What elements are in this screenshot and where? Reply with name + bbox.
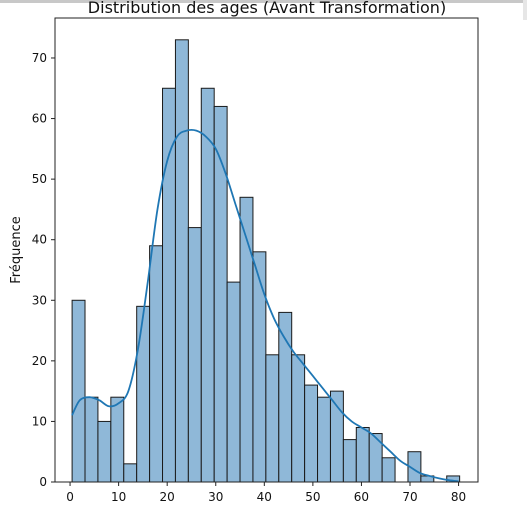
histogram-bar bbox=[342, 439, 357, 483]
x-tick-label: 20 bbox=[160, 490, 175, 504]
y-tick-label: 40 bbox=[32, 233, 47, 247]
y-tick-label: 10 bbox=[32, 414, 47, 428]
histogram-bar bbox=[213, 105, 228, 483]
x-tick-label: 30 bbox=[208, 490, 223, 504]
x-tick-label: 80 bbox=[451, 490, 466, 504]
x-tick-label: 70 bbox=[402, 490, 417, 504]
y-tick-label: 50 bbox=[32, 172, 47, 186]
y-tick-label: 0 bbox=[39, 475, 47, 489]
window-top-edge bbox=[0, 0, 527, 3]
histogram-bar bbox=[265, 354, 280, 483]
kde-line bbox=[71, 129, 459, 483]
histogram-bar bbox=[291, 354, 306, 483]
y-tick-label: 30 bbox=[32, 293, 47, 307]
kde-group bbox=[71, 129, 459, 483]
histogram-bar bbox=[110, 396, 125, 483]
y-tick-label: 60 bbox=[32, 112, 47, 126]
histogram-bar bbox=[355, 426, 370, 483]
histogram-bar bbox=[97, 420, 112, 483]
ticks-group: 0 10 20 30 40 50 60 70 80 0 10 20 30 40 50 60 70 bbox=[32, 51, 466, 504]
histogram-bar bbox=[149, 245, 164, 483]
histogram-bar bbox=[136, 305, 151, 483]
x-tick-label: 60 bbox=[354, 490, 369, 504]
histogram-bar bbox=[252, 251, 267, 483]
y-tick-label: 20 bbox=[32, 354, 47, 368]
y-tick-label: 70 bbox=[32, 51, 47, 65]
plot-frame bbox=[54, 17, 479, 483]
window-corner bbox=[523, 0, 527, 20]
x-tick-label: 0 bbox=[66, 490, 74, 504]
chart-title: Distribution des ages (Avant Transformat… bbox=[88, 0, 446, 17]
y-axis-label: Fréquence bbox=[9, 216, 24, 283]
histogram-bar bbox=[84, 396, 99, 483]
histogram-bar bbox=[187, 227, 202, 483]
histogram-bar bbox=[174, 39, 189, 483]
bars-group bbox=[71, 39, 461, 483]
histogram-bar bbox=[317, 396, 331, 483]
histogram-bar bbox=[304, 384, 319, 483]
histogram-bar bbox=[162, 87, 176, 483]
histogram-bar bbox=[123, 463, 138, 483]
histogram-bar bbox=[226, 281, 241, 483]
histogram-bar bbox=[71, 299, 86, 483]
histogram-bar bbox=[200, 87, 215, 483]
histogram-bar bbox=[381, 457, 396, 483]
x-tick-label: 40 bbox=[257, 490, 272, 504]
x-tick-label: 10 bbox=[111, 490, 126, 504]
x-tick-label: 50 bbox=[305, 490, 320, 504]
